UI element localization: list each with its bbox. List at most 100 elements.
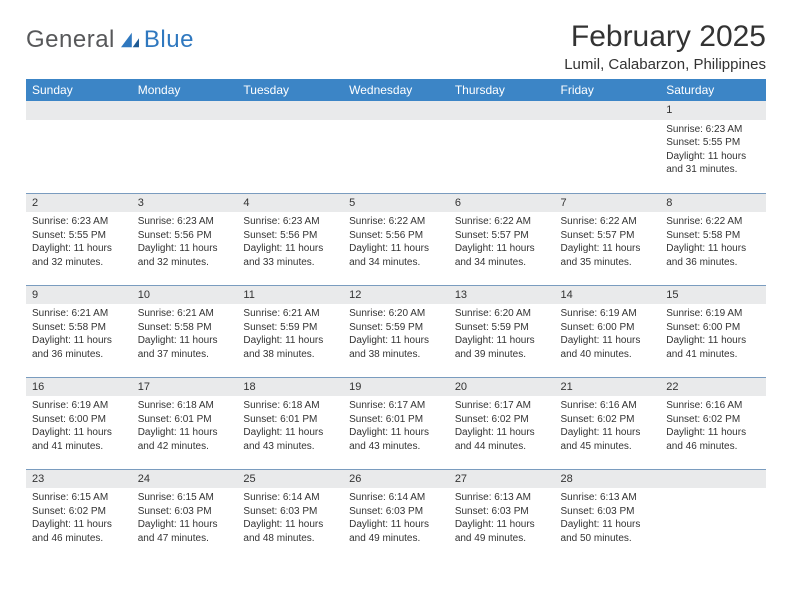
day-cell: 20Sunrise: 6:17 AMSunset: 6:02 PMDayligh… [449,377,555,469]
day-cell: 9Sunrise: 6:21 AMSunset: 5:58 PMDaylight… [26,285,132,377]
day-number: 19 [343,378,449,397]
day-cell: 18Sunrise: 6:18 AMSunset: 6:01 PMDayligh… [237,377,343,469]
day-cell: 1Sunrise: 6:23 AMSunset: 5:55 PMDaylight… [660,101,766,193]
sunrise-text: Sunrise: 6:23 AM [32,215,126,229]
day-cell [660,469,766,561]
sunrise-text: Sunrise: 6:18 AM [243,399,337,413]
sunrise-text: Sunrise: 6:15 AM [32,491,126,505]
daylight-text: Daylight: 11 hours and 44 minutes. [455,426,549,453]
day-header-row: Sunday Monday Tuesday Wednesday Thursday… [26,79,766,101]
week-row: 23Sunrise: 6:15 AMSunset: 6:02 PMDayligh… [26,469,766,561]
logo-sail-icon [119,31,141,49]
day-header-wed: Wednesday [343,79,449,101]
day-cell: 10Sunrise: 6:21 AMSunset: 5:58 PMDayligh… [132,285,238,377]
day-number: 15 [660,286,766,305]
day-cell: 7Sunrise: 6:22 AMSunset: 5:57 PMDaylight… [555,193,661,285]
day-number: 11 [237,286,343,305]
sunset-text: Sunset: 5:57 PM [561,229,655,243]
sunrise-text: Sunrise: 6:18 AM [138,399,232,413]
sunrise-text: Sunrise: 6:20 AM [455,307,549,321]
day-header-fri: Friday [555,79,661,101]
day-number: 20 [449,378,555,397]
sunrise-text: Sunrise: 6:22 AM [455,215,549,229]
day-number: 26 [343,470,449,489]
sunset-text: Sunset: 6:02 PM [561,413,655,427]
daylight-text: Daylight: 11 hours and 48 minutes. [243,518,337,545]
daylight-text: Daylight: 11 hours and 33 minutes. [243,242,337,269]
sunset-text: Sunset: 5:56 PM [243,229,337,243]
daylight-text: Daylight: 11 hours and 49 minutes. [455,518,549,545]
day-cell: 21Sunrise: 6:16 AMSunset: 6:02 PMDayligh… [555,377,661,469]
day-number: 16 [26,378,132,397]
day-number: 12 [343,286,449,305]
sunset-text: Sunset: 5:59 PM [455,321,549,335]
day-cell: 13 Sunrise: 6:20 AMSunset: 5:59 PMDayligh… [449,285,555,377]
day-number: 13 [449,286,555,305]
sunrise-text: Sunrise: 6:14 AM [349,491,443,505]
day-number: 24 [132,470,238,489]
logo-text-dark: General [26,26,115,54]
sunrise-text: Sunrise: 6:21 AM [32,307,126,321]
sunrise-text: Sunrise: 6:21 AM [243,307,337,321]
day-cell: 5Sunrise: 6:22 AMSunset: 5:56 PMDaylight… [343,193,449,285]
sunset-text: Sunset: 6:00 PM [561,321,655,335]
daylight-text: Daylight: 11 hours and 32 minutes. [138,242,232,269]
sunrise-text: Sunrise: 6:23 AM [138,215,232,229]
sunset-text: Sunset: 6:00 PM [32,413,126,427]
day-cell [449,101,555,193]
day-cell: 3Sunrise: 6:23 AMSunset: 5:56 PMDaylight… [132,193,238,285]
sunset-text: Sunset: 6:02 PM [455,413,549,427]
daylight-text: Daylight: 11 hours and 46 minutes. [666,426,760,453]
sunrise-text: Sunrise: 6:20 AM [349,307,443,321]
daylight-text: Daylight: 11 hours and 38 minutes. [243,334,337,361]
day-number: 10 [132,286,238,305]
day-number: 2 [26,194,132,213]
day-number: 1 [660,101,766,120]
sunset-text: Sunset: 6:03 PM [243,505,337,519]
day-number [26,101,132,120]
day-number: 8 [660,194,766,213]
day-header-mon: Monday [132,79,238,101]
day-number: 14 [555,286,661,305]
day-number: 25 [237,470,343,489]
day-cell: 25 Sunrise: 6:14 AMSunset: 6:03 PMDayligh… [237,469,343,561]
day-header-sat: Saturday [660,79,766,101]
sunrise-text: Sunrise: 6:23 AM [666,123,760,137]
day-number: 23 [26,470,132,489]
week-row: 1Sunrise: 6:23 AMSunset: 5:55 PMDaylight… [26,101,766,193]
sunrise-text: Sunrise: 6:21 AM [138,307,232,321]
sunset-text: Sunset: 6:02 PM [32,505,126,519]
day-cell: 22Sunrise: 6:16 AMSunset: 6:02 PMDayligh… [660,377,766,469]
sunrise-text: Sunrise: 6:13 AM [561,491,655,505]
day-cell: 12Sunrise: 6:20 AMSunset: 5:59 PMDayligh… [343,285,449,377]
day-number: 18 [237,378,343,397]
daylight-text: Daylight: 11 hours and 47 minutes. [138,518,232,545]
day-number [660,470,766,489]
day-cell: 4 Sunrise: 6:23 AMSunset: 5:56 PMDaylight… [237,193,343,285]
daylight-text: Daylight: 11 hours and 36 minutes. [666,242,760,269]
day-header-sun: Sunday [26,79,132,101]
daylight-text: Daylight: 11 hours and 46 minutes. [32,518,126,545]
day-cell: 24Sunrise: 6:15 AMSunset: 6:03 PMDayligh… [132,469,238,561]
sunset-text: Sunset: 5:56 PM [138,229,232,243]
sunrise-text: Sunrise: 6:19 AM [561,307,655,321]
sunrise-text: Sunrise: 6:16 AM [561,399,655,413]
sunrise-text: Sunrise: 6:14 AM [243,491,337,505]
day-number: 5 [343,194,449,213]
sunrise-text: Sunrise: 6:23 AM [243,215,337,229]
calendar-body: 1Sunrise: 6:23 AMSunset: 5:55 PMDaylight… [26,101,766,561]
sunset-text: Sunset: 6:03 PM [138,505,232,519]
day-number: 4 [237,194,343,213]
daylight-text: Daylight: 11 hours and 39 minutes. [455,334,549,361]
header: General Blue February 2025 Lumil, Calaba… [26,20,766,73]
sunset-text: Sunset: 6:01 PM [138,413,232,427]
logo: General Blue [26,26,194,54]
title-block: February 2025 Lumil, Calabarzon, Philipp… [564,20,766,73]
daylight-text: Daylight: 11 hours and 42 minutes. [138,426,232,453]
sunrise-text: Sunrise: 6:19 AM [666,307,760,321]
day-cell: 26Sunrise: 6:14 AMSunset: 6:03 PMDayligh… [343,469,449,561]
day-cell: 16Sunrise: 6:19 AMSunset: 6:00 PMDayligh… [26,377,132,469]
sunset-text: Sunset: 5:59 PM [243,321,337,335]
day-number: 21 [555,378,661,397]
calendar-table: Sunday Monday Tuesday Wednesday Thursday… [26,79,766,561]
